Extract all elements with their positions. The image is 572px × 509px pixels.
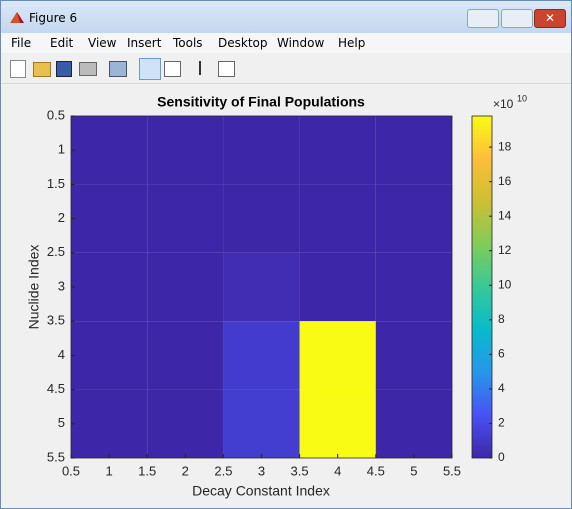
menu-bar: File Edit View Insert Tools Desktop Window Help <box>1 33 571 53</box>
colorbar-tick-label: 8 <box>498 312 505 326</box>
y-tick-label: 1 <box>58 142 65 157</box>
menu-item[interactable]: Window <box>277 36 325 50</box>
colorbar-tick-label: 4 <box>498 381 505 395</box>
heatmap-cell <box>375 252 452 322</box>
y-tick-label: 5 <box>58 415 65 430</box>
new-icon[interactable] <box>10 60 26 78</box>
chart-title: Sensitivity of Final Populations <box>157 94 365 110</box>
heatmap-cell <box>223 252 300 322</box>
x-tick-label: 5 <box>410 463 417 478</box>
menu-item[interactable]: Help <box>338 36 366 50</box>
colorbar-tick-label: 0 <box>498 450 505 464</box>
heatmap-cell <box>299 321 376 390</box>
x-tick-label: 0.5 <box>62 463 80 478</box>
heatmap-cell <box>375 184 452 253</box>
heatmap-cell <box>71 252 148 322</box>
y-tick-label: 4 <box>58 347 65 362</box>
colorbar-tick-label: 2 <box>498 416 505 430</box>
heatmap-cell <box>147 252 224 322</box>
title-bar: Figure 6 ✕ <box>1 1 571 33</box>
heatmap-cell <box>223 116 300 185</box>
heatmap-cell <box>147 184 224 253</box>
maximize-button[interactable] <box>501 9 533 28</box>
minimize-button[interactable] <box>467 9 499 28</box>
x-tick-label: 3 <box>258 463 265 478</box>
colorbar-tick-label: 10 <box>498 277 512 291</box>
y-tick-label: 1.5 <box>47 176 65 191</box>
toolbar <box>1 55 571 84</box>
y-tick-label: 3.5 <box>47 313 65 328</box>
menu-item[interactable]: Tools <box>173 36 203 50</box>
y-tick-label: 4.5 <box>47 381 65 396</box>
colorbar-tick-label: 6 <box>498 347 505 361</box>
colorbar-tick-label: 12 <box>498 243 512 257</box>
colorbar-tick-label: 16 <box>498 174 512 188</box>
y-axis-label: Nuclide Index <box>26 245 42 330</box>
x-tick-label: 2.5 <box>214 463 232 478</box>
colorbar-exponent-power: 10 <box>517 93 527 103</box>
heatmap-cell <box>147 116 224 185</box>
heatmap-cell <box>375 389 452 458</box>
y-tick-label: 2.5 <box>47 244 65 259</box>
heatmap-cell <box>71 184 148 253</box>
colorbar <box>471 115 493 459</box>
menu-item[interactable]: Desktop <box>218 36 268 50</box>
x-tick-label: 4.5 <box>367 463 385 478</box>
colorbar-exponent-base: ×10 <box>493 97 514 111</box>
print-icon[interactable] <box>79 62 97 76</box>
colorbar-tick-label: 18 <box>498 139 512 153</box>
x-tick-label: 5.5 <box>443 463 461 478</box>
menu-item[interactable]: File <box>11 36 32 50</box>
link-icon[interactable] <box>109 61 127 77</box>
heatmap-cell <box>299 389 376 458</box>
heatmap-cell <box>147 389 224 458</box>
x-tick-label: 4 <box>334 463 341 478</box>
menu-item[interactable]: Insert <box>127 36 162 50</box>
app-icon <box>10 12 24 23</box>
x-tick-label: 1 <box>105 463 112 478</box>
menu-item[interactable]: Edit <box>50 36 74 50</box>
heatmap-cell <box>71 389 148 458</box>
y-tick-label: 2 <box>58 210 65 225</box>
open-icon[interactable] <box>33 62 51 77</box>
heatmap-cell <box>71 116 148 185</box>
heatmap-cell <box>375 321 452 390</box>
save-icon[interactable] <box>56 61 72 77</box>
legend-toggle[interactable] <box>164 61 181 77</box>
x-tick-label: 2 <box>182 463 189 478</box>
heatmap-cell <box>299 252 376 322</box>
x-tick-label: 1.5 <box>138 463 156 478</box>
heatmap-cell <box>223 389 300 458</box>
heatmap-cell <box>299 116 376 185</box>
property-icon[interactable] <box>218 61 235 77</box>
heatmap-cell <box>71 321 148 390</box>
pointer-icon[interactable] <box>199 61 211 75</box>
heatmap-cell <box>223 321 300 390</box>
y-tick-label: 3 <box>58 278 65 293</box>
y-tick-label: 5.5 <box>47 449 65 464</box>
heatmap-cell <box>147 321 224 390</box>
heatmap-cell <box>375 116 452 185</box>
colorbar-toggle[interactable] <box>139 58 161 80</box>
colorbar-tick-label: 14 <box>498 208 512 222</box>
window-title: Figure 6 <box>29 11 78 25</box>
y-tick-label: 0.5 <box>47 107 65 122</box>
x-axis-label: Decay Constant Index <box>192 483 330 499</box>
heatmap-cell <box>223 184 300 253</box>
chart: Sensitivity of Final Populations Decay C… <box>26 93 527 499</box>
menu-item[interactable]: View <box>88 36 117 50</box>
heatmap-cell <box>299 184 376 253</box>
close-button[interactable]: ✕ <box>534 9 566 28</box>
x-tick-label: 3.5 <box>291 463 309 478</box>
